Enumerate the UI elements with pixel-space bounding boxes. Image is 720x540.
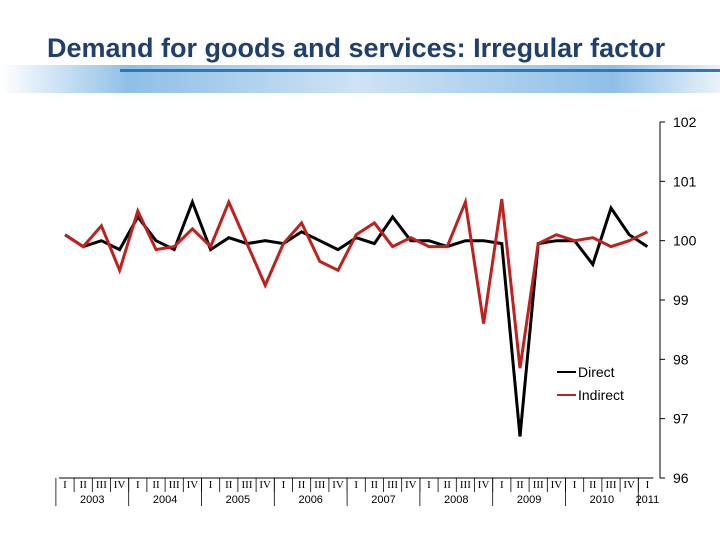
x-quarter-label: III — [387, 479, 398, 491]
x-quarter-label: III — [314, 479, 325, 491]
x-quarter-label: IV — [551, 479, 563, 491]
x-quarter-label: III — [533, 479, 544, 491]
x-quarter-label: I — [646, 479, 650, 491]
chart-title: Demand for goods and services: Irregular… — [47, 33, 666, 63]
y-tick-label: 102 — [673, 114, 697, 130]
x-year-label: 2005 — [226, 494, 250, 506]
x-quarter-label: I — [354, 479, 358, 491]
x-quarter-label: IV — [259, 479, 271, 491]
legend: Direct Indirect — [557, 364, 624, 403]
x-quarter-label: II — [152, 479, 160, 491]
x-quarter-label: IV — [332, 479, 344, 491]
x-quarter-label: II — [225, 479, 233, 491]
x-year-label: 2004 — [153, 494, 177, 506]
x-quarter-label: II — [371, 479, 379, 491]
series-lines — [64, 196, 649, 437]
x-quarter-label: IV — [114, 479, 126, 491]
x-quarter-label: I — [500, 479, 504, 491]
series-line-indirect — [64, 196, 649, 369]
x-quarter-label: II — [589, 479, 597, 491]
x-quarter-label: I — [136, 479, 140, 491]
x-quarter-label: II — [444, 479, 452, 491]
x-quarter-label: III — [169, 479, 180, 491]
x-quarter-label: I — [573, 479, 577, 491]
x-quarter-label: III — [242, 479, 253, 491]
x-quarter-label: I — [209, 479, 213, 491]
x-year-label: 2009 — [517, 494, 541, 506]
legend-label-direct: Direct — [578, 364, 615, 380]
x-year-label: 2003 — [80, 494, 104, 506]
x-quarter-label: II — [80, 479, 88, 491]
x-quarter-label: II — [298, 479, 306, 491]
y-tick-label: 99 — [673, 292, 689, 308]
x-year-label: 2007 — [371, 494, 395, 506]
x-quarter-label: III — [460, 479, 471, 491]
title-decoration-line — [120, 69, 720, 72]
y-tick-label: 100 — [673, 233, 697, 249]
y-tick-label: 101 — [673, 173, 697, 189]
x-quarter-label: IV — [405, 479, 417, 491]
x-year-label: 2006 — [298, 494, 322, 506]
x-year-label: 2011 — [636, 494, 660, 506]
y-tick-label: 96 — [673, 470, 689, 486]
x-quarter-label: IV — [187, 479, 199, 491]
x-quarter-label: III — [96, 479, 107, 491]
x-quarter-label: III — [606, 479, 617, 491]
legend-label-indirect: Indirect — [578, 387, 624, 403]
x-year-label: 2008 — [444, 494, 468, 506]
x-quarter-label: IV — [478, 479, 490, 491]
x-year-label: 2010 — [590, 494, 614, 506]
x-quarter-label: II — [516, 479, 524, 491]
x-quarter-label: I — [427, 479, 431, 491]
y-tick-label: 98 — [673, 351, 689, 367]
y-tick-label: 97 — [673, 411, 689, 427]
x-quarter-label: I — [63, 479, 67, 491]
x-quarter-label: IV — [623, 479, 635, 491]
x-quarter-label: I — [282, 479, 286, 491]
